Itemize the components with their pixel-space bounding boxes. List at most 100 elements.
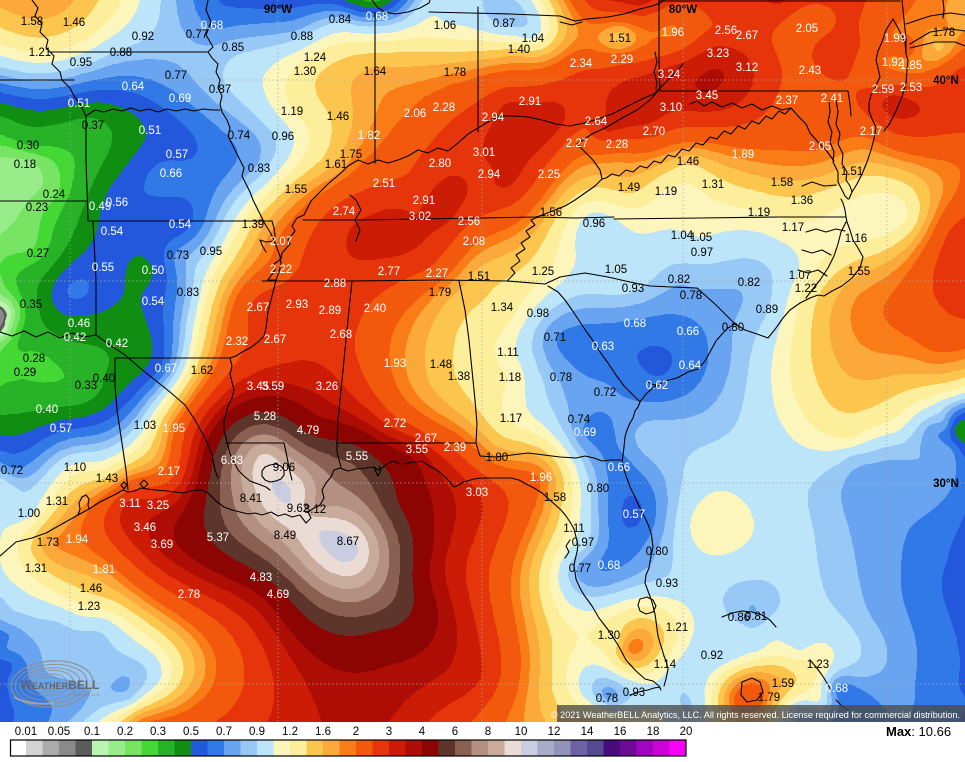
svg-text:0.85: 0.85 bbox=[222, 42, 244, 54]
svg-text:0.68: 0.68 bbox=[201, 20, 223, 32]
svg-text:1.73: 1.73 bbox=[37, 537, 59, 549]
svg-text:2.91: 2.91 bbox=[519, 96, 541, 108]
svg-text:2.59: 2.59 bbox=[872, 84, 894, 96]
svg-text:0.93: 0.93 bbox=[623, 687, 645, 699]
svg-text:1.31: 1.31 bbox=[46, 496, 68, 508]
svg-text:14: 14 bbox=[581, 726, 594, 738]
svg-text:3.69: 3.69 bbox=[151, 539, 173, 551]
svg-text:0.95: 0.95 bbox=[70, 57, 92, 69]
svg-text:1.23: 1.23 bbox=[807, 659, 829, 671]
svg-text:1.07: 1.07 bbox=[789, 270, 811, 282]
svg-text:1.05: 1.05 bbox=[690, 232, 712, 244]
svg-text:0.24: 0.24 bbox=[43, 189, 66, 201]
svg-text:2.89: 2.89 bbox=[319, 305, 341, 317]
svg-text:0.66: 0.66 bbox=[160, 168, 182, 180]
svg-text:1.31: 1.31 bbox=[25, 563, 47, 575]
svg-text:1.24: 1.24 bbox=[304, 52, 327, 64]
svg-text:0.83: 0.83 bbox=[177, 287, 199, 299]
svg-text:1.93: 1.93 bbox=[384, 358, 406, 370]
svg-text:2.67: 2.67 bbox=[264, 334, 286, 346]
svg-text:0.29: 0.29 bbox=[14, 367, 36, 379]
svg-text:2.28: 2.28 bbox=[433, 102, 455, 114]
svg-text:0.77: 0.77 bbox=[186, 29, 208, 41]
svg-text:0.98: 0.98 bbox=[527, 308, 549, 320]
svg-text:0.87: 0.87 bbox=[209, 84, 231, 96]
svg-text:1.19: 1.19 bbox=[655, 186, 677, 198]
svg-text:0.42: 0.42 bbox=[106, 338, 128, 350]
svg-text:0.93: 0.93 bbox=[622, 283, 644, 295]
svg-text:0.1: 0.1 bbox=[84, 726, 100, 738]
svg-text:2.91: 2.91 bbox=[413, 195, 435, 207]
svg-text:1.58: 1.58 bbox=[771, 177, 793, 189]
svg-text:0.64: 0.64 bbox=[122, 81, 145, 93]
svg-text:0.72: 0.72 bbox=[594, 387, 616, 399]
svg-text:0.88: 0.88 bbox=[291, 31, 313, 43]
svg-text:0.57: 0.57 bbox=[50, 423, 72, 435]
svg-text:1.17: 1.17 bbox=[500, 413, 522, 425]
svg-text:1.48: 1.48 bbox=[430, 359, 452, 371]
svg-text:1.21: 1.21 bbox=[29, 47, 51, 59]
svg-text:0.93: 0.93 bbox=[656, 578, 678, 590]
svg-text:2.37: 2.37 bbox=[776, 95, 798, 107]
svg-text:2.17: 2.17 bbox=[860, 126, 882, 138]
svg-text:0.78: 0.78 bbox=[596, 693, 618, 705]
svg-text:1.81: 1.81 bbox=[93, 564, 115, 576]
svg-text:0.80: 0.80 bbox=[646, 546, 668, 558]
svg-text:1.30: 1.30 bbox=[294, 66, 316, 78]
svg-text:0.84: 0.84 bbox=[329, 14, 352, 26]
svg-text:0.51: 0.51 bbox=[139, 125, 161, 137]
svg-text:3.59: 3.59 bbox=[262, 381, 284, 393]
svg-text:0.62: 0.62 bbox=[646, 380, 668, 392]
svg-text:0.77: 0.77 bbox=[165, 70, 187, 82]
svg-text:1.19: 1.19 bbox=[748, 207, 770, 219]
svg-text:2.64: 2.64 bbox=[585, 116, 608, 128]
svg-text:1.58: 1.58 bbox=[21, 16, 43, 28]
svg-text:2.17: 2.17 bbox=[158, 466, 180, 478]
svg-text:2.94: 2.94 bbox=[482, 112, 505, 124]
svg-text:0.23: 0.23 bbox=[26, 202, 48, 214]
svg-text:0.2: 0.2 bbox=[117, 726, 133, 738]
svg-text:0.9: 0.9 bbox=[249, 726, 265, 738]
svg-text:2.25: 2.25 bbox=[538, 169, 560, 181]
svg-text:3.02: 3.02 bbox=[409, 211, 431, 223]
svg-text:2.67: 2.67 bbox=[736, 30, 758, 42]
svg-text:5.28: 5.28 bbox=[254, 411, 276, 423]
svg-text:8.41: 8.41 bbox=[240, 493, 262, 505]
svg-text:8.67: 8.67 bbox=[337, 536, 359, 548]
svg-text:0.78: 0.78 bbox=[550, 372, 572, 384]
svg-text:0.81: 0.81 bbox=[745, 611, 767, 623]
svg-text:2.32: 2.32 bbox=[226, 336, 248, 348]
svg-text:0.86: 0.86 bbox=[728, 612, 750, 624]
svg-text:3: 3 bbox=[386, 726, 392, 738]
svg-text:2.06: 2.06 bbox=[404, 108, 426, 120]
svg-text:0.97: 0.97 bbox=[572, 537, 594, 549]
svg-text:3.46: 3.46 bbox=[134, 522, 156, 534]
svg-text:0.54: 0.54 bbox=[169, 219, 192, 231]
svg-text:1.56: 1.56 bbox=[540, 207, 562, 219]
svg-text:1.82: 1.82 bbox=[358, 130, 380, 142]
svg-text:1.94: 1.94 bbox=[66, 534, 89, 546]
svg-text:1.05: 1.05 bbox=[605, 264, 627, 276]
svg-text:0.89: 0.89 bbox=[756, 304, 778, 316]
svg-text:30°N: 30°N bbox=[933, 478, 959, 490]
svg-text:1.43: 1.43 bbox=[96, 473, 118, 485]
svg-text:0.5: 0.5 bbox=[183, 726, 199, 738]
svg-text:1.78: 1.78 bbox=[444, 67, 466, 79]
svg-text:0.96: 0.96 bbox=[583, 218, 605, 230]
svg-text:2.43: 2.43 bbox=[799, 65, 821, 77]
svg-text:3.23: 3.23 bbox=[707, 48, 729, 60]
svg-text:0.69: 0.69 bbox=[169, 93, 191, 105]
svg-text:Analytics LLC: Analytics LLC bbox=[72, 692, 100, 697]
svg-text:0.54: 0.54 bbox=[142, 296, 165, 308]
svg-text:1.79: 1.79 bbox=[758, 692, 780, 704]
svg-text:2.41: 2.41 bbox=[821, 93, 843, 105]
svg-text:40°N: 40°N bbox=[933, 75, 959, 87]
svg-text:1.62: 1.62 bbox=[191, 365, 213, 377]
svg-text:1.49: 1.49 bbox=[618, 182, 640, 194]
svg-text:Max: 10.66: Max: 10.66 bbox=[886, 724, 951, 739]
svg-text:2.39: 2.39 bbox=[444, 442, 466, 454]
svg-text:2.22: 2.22 bbox=[270, 264, 292, 276]
svg-text:1.55: 1.55 bbox=[285, 184, 307, 196]
svg-text:2.94: 2.94 bbox=[478, 169, 501, 181]
svg-text:4.69: 4.69 bbox=[267, 589, 289, 601]
